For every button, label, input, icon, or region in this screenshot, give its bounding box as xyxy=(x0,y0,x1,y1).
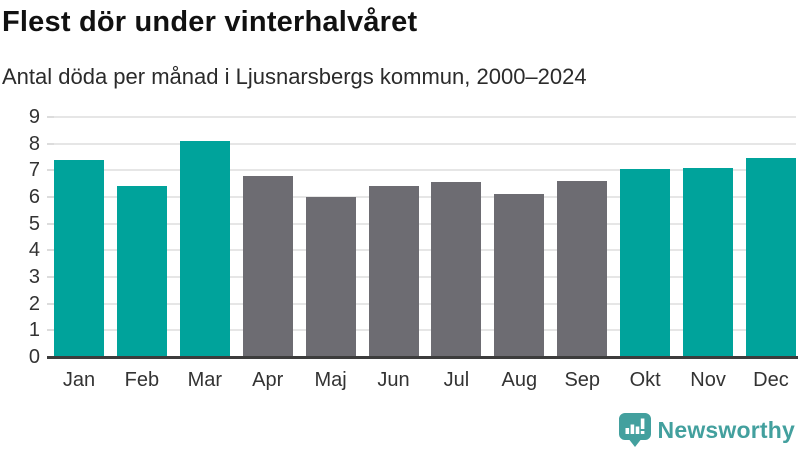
x-axis-baseline xyxy=(47,356,798,359)
y-tick-label-9: 9 xyxy=(28,106,40,128)
gridline-4 xyxy=(54,249,796,252)
x-label-aug: Aug xyxy=(501,369,538,391)
y-tick-7 xyxy=(47,169,54,172)
y-tick-label-3: 3 xyxy=(28,266,40,288)
logo-exclamation-dot xyxy=(640,431,644,434)
logo-bar-2 xyxy=(630,424,634,434)
x-label-mar: Mar xyxy=(187,369,223,391)
y-tick-4 xyxy=(47,249,54,252)
newsworthy-logo-icon xyxy=(618,413,651,447)
y-tick-6 xyxy=(47,196,54,198)
logo-exclamation-stem xyxy=(640,418,644,429)
x-label-jun: Jun xyxy=(377,369,410,391)
logo-bar-1 xyxy=(625,428,629,434)
y-tick-label-1: 1 xyxy=(28,319,40,342)
logo-bar-3 xyxy=(635,426,639,434)
bar-jan xyxy=(54,159,104,357)
y-tick-label-0: 0 xyxy=(28,346,40,368)
bar-sep xyxy=(557,181,608,357)
gridline-3 xyxy=(54,276,796,278)
bar-apr xyxy=(242,175,293,357)
y-tick-label-2: 2 xyxy=(28,292,40,315)
chart-title: Flest dör under vinterhalvåret xyxy=(2,6,418,38)
x-label-sep: Sep xyxy=(564,369,601,391)
gridline-1 xyxy=(54,329,796,332)
bar-maj xyxy=(305,197,356,357)
y-tick-label-8: 8 xyxy=(28,132,40,155)
gridline-6 xyxy=(54,196,796,198)
y-tick-label-4: 4 xyxy=(28,239,40,262)
bar-series xyxy=(54,117,796,357)
bar-nov xyxy=(683,167,734,357)
x-axis: Jan Feb Mar Apr Maj Jun Jul Aug Sep Okt Nov Dec xyxy=(54,369,796,392)
x-label-jul: Jul xyxy=(443,369,470,391)
gridline-8 xyxy=(54,142,796,145)
bar-jul xyxy=(431,182,482,357)
gridline-7 xyxy=(54,169,796,172)
bar-okt xyxy=(620,169,671,357)
bar-aug xyxy=(494,194,545,357)
gridline-9 xyxy=(54,116,796,118)
y-tick-2 xyxy=(47,302,54,305)
chart-subtitle: Antal döda per månad i Ljusnarsbergs kom… xyxy=(2,64,587,89)
x-label-nov: Nov xyxy=(690,369,726,391)
y-tick-8 xyxy=(47,142,54,145)
y-tick-3 xyxy=(47,276,54,278)
y-axis: 0 1 2 3 4 5 6 7 8 9 xyxy=(0,106,54,368)
y-tick-9 xyxy=(47,116,54,118)
gridline-2 xyxy=(54,302,796,305)
brand-name: Newsworthy xyxy=(657,416,795,443)
x-label-jan: Jan xyxy=(62,369,96,391)
bar-jun xyxy=(368,186,419,357)
x-label-apr: Apr xyxy=(252,369,284,391)
y-tick-label-7: 7 xyxy=(28,159,40,182)
y-tick-label-6: 6 xyxy=(28,186,40,208)
x-label-feb: Feb xyxy=(124,369,160,391)
plot-area xyxy=(47,116,798,359)
brand-footer: Newsworthy xyxy=(618,413,795,447)
gridline-5 xyxy=(54,222,796,225)
y-tick-5 xyxy=(47,222,54,225)
bar-mar xyxy=(179,141,230,357)
x-label-okt: Okt xyxy=(629,369,661,391)
y-tick-1 xyxy=(47,329,54,332)
x-label-dec: Dec xyxy=(753,369,789,391)
y-tick-label-5: 5 xyxy=(28,212,40,235)
bar-feb xyxy=(116,186,167,357)
x-label-maj: Maj xyxy=(314,369,347,391)
bar-dec xyxy=(745,158,796,357)
